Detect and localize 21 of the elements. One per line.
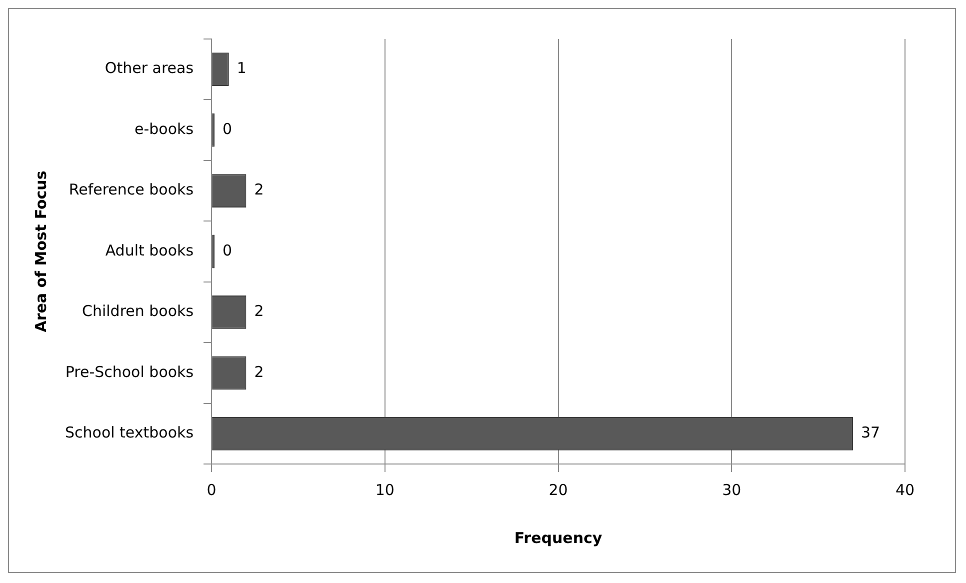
y-axis-title: Area of Most Focus bbox=[32, 170, 50, 332]
y-tick-label: e-books bbox=[134, 120, 194, 138]
y-tick-label: Pre-School books bbox=[65, 362, 194, 381]
x-axis-title: Frequency bbox=[514, 528, 602, 547]
data-label: 37 bbox=[860, 424, 880, 442]
data-label: 0 bbox=[222, 241, 232, 260]
data-label: 2 bbox=[254, 302, 264, 320]
y-tick-label: Other areas bbox=[104, 59, 194, 78]
x-tick-label: 20 bbox=[548, 480, 568, 499]
x-tick-label: 0 bbox=[206, 480, 216, 499]
y-tick-label: School textbooks bbox=[64, 424, 194, 442]
data-label: 2 bbox=[254, 180, 264, 199]
x-tick-label: 40 bbox=[895, 480, 915, 499]
x-tick-label: 10 bbox=[375, 480, 394, 499]
data-label: 0 bbox=[222, 120, 232, 138]
data-label: 1 bbox=[236, 59, 246, 78]
y-tick-label: Adult books bbox=[105, 241, 194, 260]
x-tick-label: 30 bbox=[722, 480, 742, 499]
y-tick-label: Reference books bbox=[68, 180, 194, 199]
data-label: 2 bbox=[254, 362, 264, 381]
y-tick-label: Children books bbox=[82, 302, 194, 320]
